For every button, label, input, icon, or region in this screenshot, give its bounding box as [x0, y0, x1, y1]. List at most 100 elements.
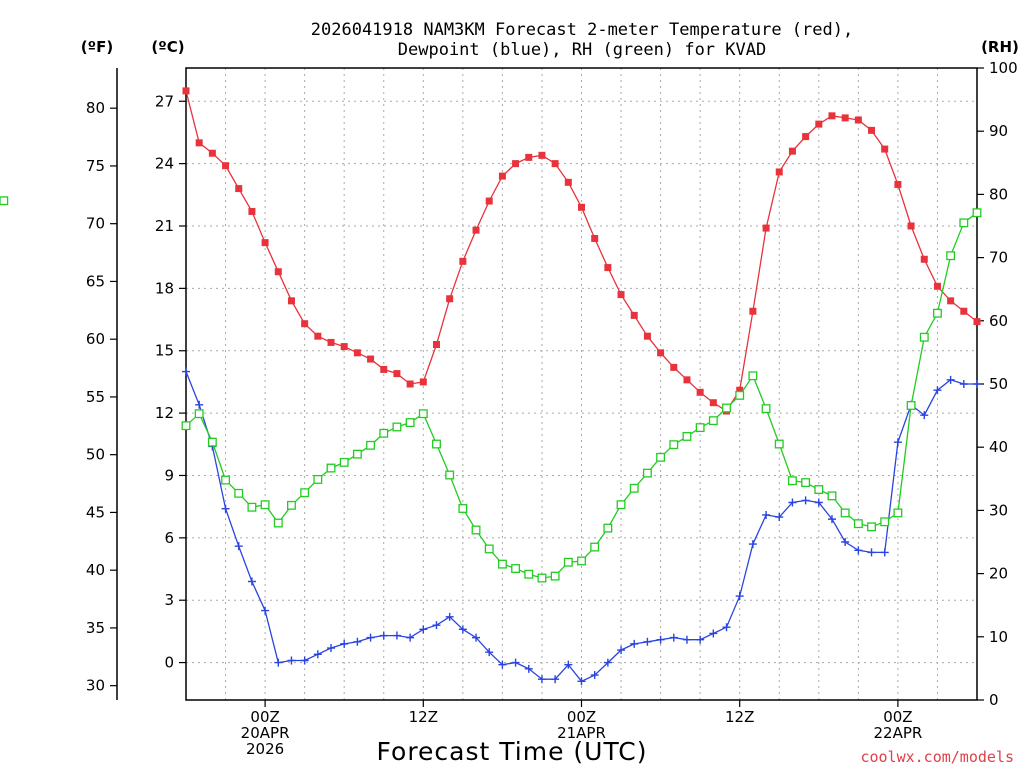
- data-point: [722, 623, 731, 632]
- data-point: [445, 470, 455, 480]
- data-point: [657, 349, 665, 357]
- data-point: [630, 311, 638, 319]
- x-tick-label: 21APR: [557, 724, 606, 742]
- credit-link[interactable]: coolwx.com/models: [860, 748, 1014, 766]
- data-point: [367, 355, 375, 363]
- data-point: [247, 577, 256, 586]
- data-point: [590, 671, 599, 680]
- data-point: [432, 341, 440, 348]
- data-point: [591, 234, 599, 242]
- celsius-tick-label: 12: [155, 404, 174, 422]
- x-tick-label: 00Z: [250, 708, 279, 726]
- data-point: [683, 376, 691, 384]
- data-point: [787, 476, 797, 486]
- data-point: [959, 380, 968, 388]
- data-point: [749, 307, 757, 315]
- data-point: [840, 508, 850, 518]
- data-point: [947, 297, 955, 305]
- data-point: [748, 371, 758, 381]
- fahrenheit-tick-label: 50: [86, 446, 105, 464]
- data-point: [432, 621, 441, 630]
- data-point: [841, 538, 850, 546]
- data-point: [195, 139, 203, 147]
- data-point: [195, 400, 204, 409]
- data-point: [616, 500, 626, 510]
- data-point: [669, 440, 679, 450]
- rh-tick-label: 60: [989, 312, 1008, 330]
- data-point: [512, 160, 520, 168]
- data-point: [656, 635, 665, 644]
- data-point: [643, 637, 652, 646]
- data-point: [326, 463, 336, 473]
- data-point: [907, 222, 915, 230]
- data-point: [261, 239, 269, 247]
- data-point: [867, 522, 876, 532]
- data-point: [827, 491, 837, 501]
- rh-tick-label: 30: [989, 501, 1008, 519]
- fahrenheit-tick-label: 70: [86, 215, 105, 233]
- data-point: [432, 439, 441, 449]
- fahrenheit-tick-label: 40: [86, 561, 105, 579]
- data-point: [643, 332, 651, 340]
- data-point: [802, 133, 810, 141]
- data-point: [973, 318, 981, 326]
- rh-axis-label: (RH): [981, 38, 1019, 56]
- data-point: [762, 224, 770, 232]
- data-point: [235, 185, 243, 193]
- data-point: [881, 145, 889, 153]
- data-point: [327, 644, 336, 653]
- data-point: [854, 546, 863, 555]
- data-point: [472, 633, 481, 642]
- fahrenheit-tick-label: 55: [86, 388, 105, 406]
- data-point: [221, 504, 230, 513]
- data-point: [867, 548, 876, 557]
- data-point: [406, 633, 415, 642]
- data-point: [260, 500, 270, 510]
- data-point: [498, 172, 506, 180]
- data-point: [273, 518, 283, 528]
- celsius-tick-label: 18: [155, 279, 174, 297]
- celsius-tick-label: 21: [155, 217, 174, 235]
- data-point: [933, 282, 941, 290]
- x-tick-label: 20APR: [241, 724, 290, 742]
- data-point: [959, 218, 969, 228]
- data-point: [604, 264, 612, 272]
- data-point: [366, 440, 376, 450]
- data-point: [814, 498, 823, 507]
- data-point: [735, 592, 744, 601]
- title-line-1: 2026041918 NAM3KM Forecast 2-meter Tempe…: [311, 20, 853, 40]
- data-point: [405, 418, 415, 428]
- data-point: [577, 677, 586, 686]
- data-point: [392, 631, 401, 640]
- data-point: [774, 439, 784, 449]
- data-point: [906, 401, 916, 410]
- chart-title: 2026041918 NAM3KM Forecast 2-meter Tempe…: [311, 20, 853, 60]
- data-point: [973, 380, 981, 388]
- data-point: [234, 488, 244, 498]
- fahrenheit-tick-label: 60: [86, 330, 105, 348]
- data-point: [946, 251, 956, 261]
- data-point: [300, 488, 310, 498]
- data-point: [392, 422, 402, 432]
- rh-tick-label: 40: [989, 438, 1008, 456]
- data-point: [853, 519, 863, 529]
- data-point: [498, 660, 507, 669]
- data-point: [682, 635, 691, 644]
- data-point: [590, 542, 600, 552]
- series-2-meter-temperature: [182, 87, 981, 415]
- data-point: [525, 153, 533, 161]
- celsius-tick-label: 27: [155, 92, 174, 110]
- data-point: [670, 363, 678, 371]
- data-point: [736, 386, 744, 394]
- data-point: [709, 399, 717, 407]
- data-point: [313, 650, 322, 659]
- data-point: [537, 675, 546, 684]
- fahrenheit-tick-label: 65: [86, 272, 105, 290]
- x-tick-label: 00Z: [883, 708, 912, 726]
- data-point: [471, 525, 481, 535]
- data-point: [827, 515, 836, 524]
- data-point: [603, 658, 612, 667]
- data-point: [893, 508, 903, 518]
